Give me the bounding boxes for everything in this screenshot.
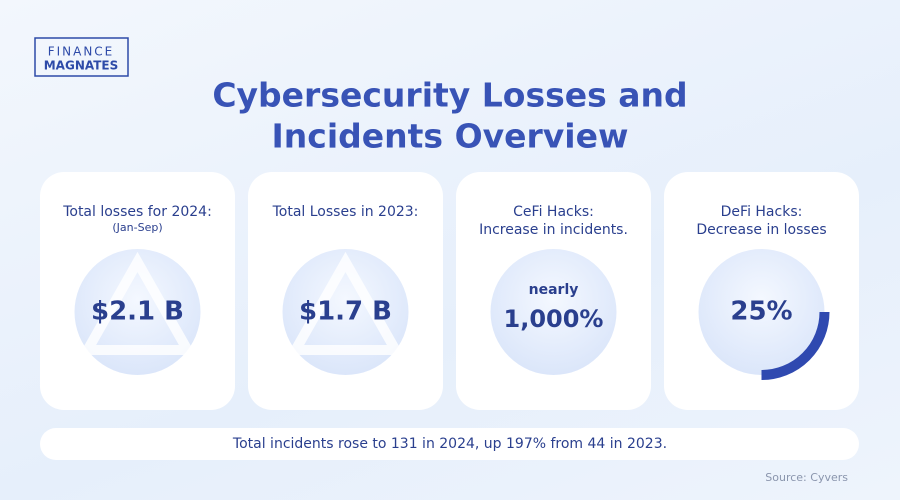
value-circle: [698, 249, 825, 375]
card-heading: CeFi Hacks:: [513, 204, 594, 220]
card-value: 25%: [730, 297, 792, 327]
card-subheading: Decrease in losses: [696, 222, 826, 238]
card-heading: Total Losses in 2023:: [272, 204, 419, 220]
decor-triangle: [78, 251, 197, 355]
logo-line: FINANCE: [48, 45, 115, 59]
value-prefix: nearly: [529, 282, 579, 298]
value-circle: [490, 249, 617, 375]
value-circle: [282, 249, 409, 375]
value-circle: [74, 249, 201, 375]
logo-line: MAGNATES: [44, 59, 119, 73]
decor-arc: [761, 311, 830, 380]
card-value: 1,000%: [504, 305, 604, 333]
source: Source: Cyvers: [765, 471, 848, 484]
footer-pill: [40, 428, 859, 460]
title: Cybersecurity Losses and: [212, 76, 687, 115]
card-value: $2.1 B: [91, 297, 184, 327]
logo-box: [34, 37, 129, 77]
decor-triangle: [286, 251, 405, 355]
card-heading: DeFi Hacks:: [721, 204, 803, 220]
card-value: $1.7 B: [299, 297, 392, 327]
footer-text: Total incidents rose to 131 in 2024, up …: [232, 436, 667, 452]
title: Incidents Overview: [272, 117, 629, 156]
card-heading: Total losses for 2024:: [62, 204, 212, 220]
card-subheading: Increase in incidents.: [479, 222, 628, 238]
card-subheading: (Jan-Sep): [112, 221, 162, 234]
